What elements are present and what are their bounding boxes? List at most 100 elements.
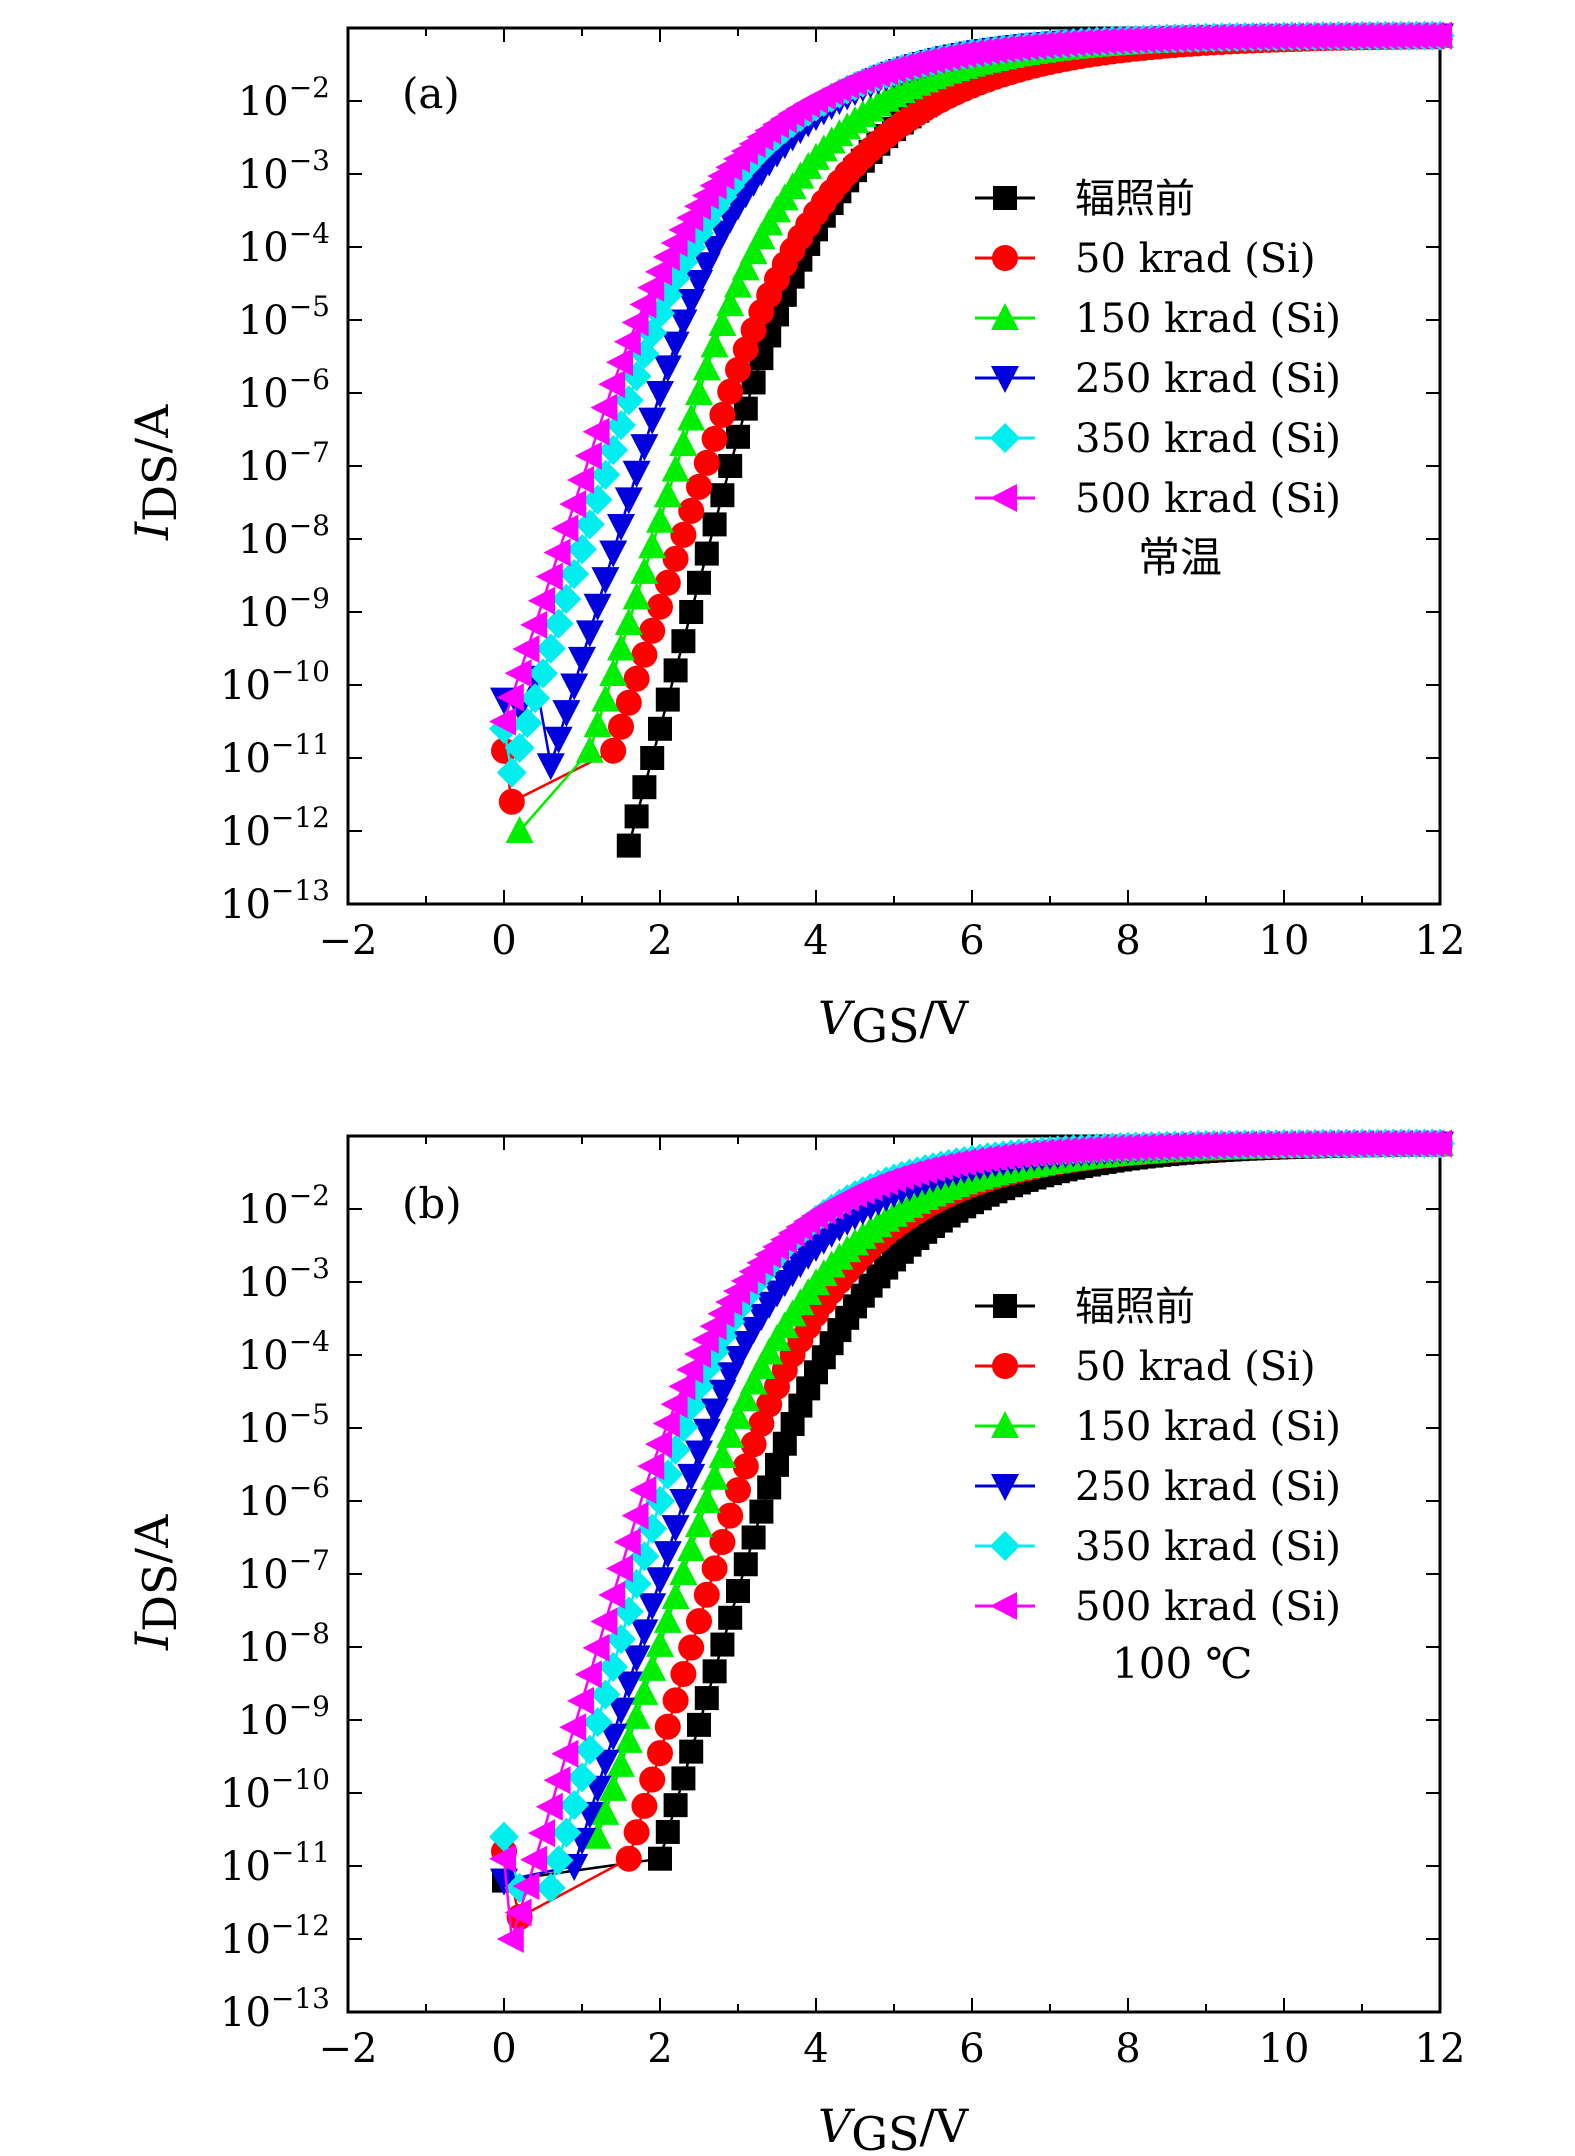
data-point <box>559 559 590 590</box>
data-point <box>504 1898 532 1927</box>
data-point <box>670 521 697 548</box>
data-point <box>747 1352 776 1380</box>
data-point <box>582 1633 610 1662</box>
data-point <box>668 1372 696 1401</box>
data-point <box>582 1707 613 1738</box>
data-point <box>653 1541 682 1569</box>
legend-label: 150 krad (Si) <box>1075 296 1341 342</box>
data-point <box>489 1821 519 1852</box>
data-point <box>647 1740 673 1767</box>
data-point <box>600 737 627 764</box>
data-point <box>677 288 706 316</box>
data-point <box>560 673 589 701</box>
data-point <box>661 454 690 482</box>
data-point <box>504 659 532 688</box>
data-point <box>599 1773 628 1801</box>
data-point <box>732 1453 759 1480</box>
data-point <box>598 1580 626 1609</box>
data-point <box>716 1420 745 1448</box>
x-tick-label: 10 <box>1259 918 1310 964</box>
data-point <box>700 1398 729 1426</box>
data-point <box>663 1793 688 1818</box>
data-point <box>765 1452 789 1477</box>
data-point <box>575 620 604 648</box>
legend-label: 50 krad (Si) <box>1075 236 1316 282</box>
y-tick-label: 10−5 <box>238 290 330 344</box>
data-point <box>574 1734 605 1765</box>
data-point <box>648 716 672 741</box>
data-point <box>606 1554 633 1583</box>
data-point <box>678 1634 705 1661</box>
legend-marker <box>990 1531 1020 1561</box>
legend-item: 辐照前 <box>975 176 1195 222</box>
legend-marker <box>990 423 1020 453</box>
data-point <box>669 429 698 457</box>
data-point <box>725 1477 751 1504</box>
data-point <box>489 1844 516 1873</box>
data-point <box>661 331 690 359</box>
data-point <box>623 665 650 692</box>
data-point <box>551 1817 582 1848</box>
data-point <box>615 689 642 716</box>
data-point <box>621 1501 649 1530</box>
data-point <box>504 732 535 763</box>
legend: 辐照前 50 krad (Si) 150 krad (Si) 250 krad (Si… <box>975 176 1341 522</box>
data-point <box>652 242 680 271</box>
data-point <box>670 1660 697 1687</box>
data-point <box>708 309 737 337</box>
data-point <box>739 237 768 265</box>
data-point <box>693 1581 720 1608</box>
data-point <box>639 617 666 644</box>
data-point <box>583 1821 612 1849</box>
x-tick-label: 0 <box>491 2026 516 2072</box>
y-tick-label: 10−13 <box>220 1982 330 2036</box>
data-point <box>599 540 628 568</box>
data-point <box>709 1528 736 1555</box>
legend-marker <box>993 186 1017 210</box>
panel-label: (b) <box>402 1179 462 1228</box>
data-series <box>489 1128 1455 1953</box>
data-point <box>639 1766 666 1793</box>
data-point <box>583 593 612 621</box>
data-point <box>622 582 651 610</box>
legend: 辐照前 50 krad (Si) 150 krad (Si) 250 krad (Si… <box>975 1284 1341 1630</box>
data-point <box>647 593 673 620</box>
data-point <box>535 1872 566 1903</box>
legend-marker <box>991 1474 1019 1501</box>
data-point <box>582 417 610 446</box>
legend-item: 500 krad (Si) <box>975 476 1341 522</box>
data-point <box>544 726 573 754</box>
data-point <box>1425 21 1452 50</box>
data-point <box>607 513 635 541</box>
legend-marker <box>992 1353 1018 1379</box>
data-point <box>686 473 712 500</box>
data-point <box>677 1533 706 1561</box>
data-point <box>645 1430 672 1459</box>
data-point <box>567 1686 594 1715</box>
data-point <box>661 1515 690 1543</box>
condition-label: 常温 <box>1138 533 1222 582</box>
data-point <box>496 683 524 712</box>
legend-item: 150 krad (Si) <box>975 296 1341 342</box>
data-point <box>739 1367 768 1395</box>
data-point <box>630 1619 659 1647</box>
data-point <box>582 484 613 515</box>
y-tick-label: 10−8 <box>238 1617 330 1671</box>
data-point <box>755 1337 784 1365</box>
data-point <box>646 1629 674 1657</box>
data-point <box>700 1462 729 1490</box>
x-tick-label: 4 <box>803 2026 828 2072</box>
data-point <box>559 1789 590 1820</box>
series-5 <box>489 21 1452 736</box>
data-point <box>692 1418 721 1446</box>
legend-marker <box>990 1592 1017 1620</box>
y-tick-label: 10−7 <box>238 1544 330 1598</box>
data-point <box>638 1593 667 1621</box>
data-point <box>654 569 681 596</box>
data-point <box>512 1872 540 1901</box>
data-point <box>630 434 659 462</box>
data-point <box>724 270 752 298</box>
data-point <box>687 1712 711 1737</box>
legend-marker <box>993 1294 1017 1318</box>
y-tick-label: 10−2 <box>238 1179 330 1233</box>
